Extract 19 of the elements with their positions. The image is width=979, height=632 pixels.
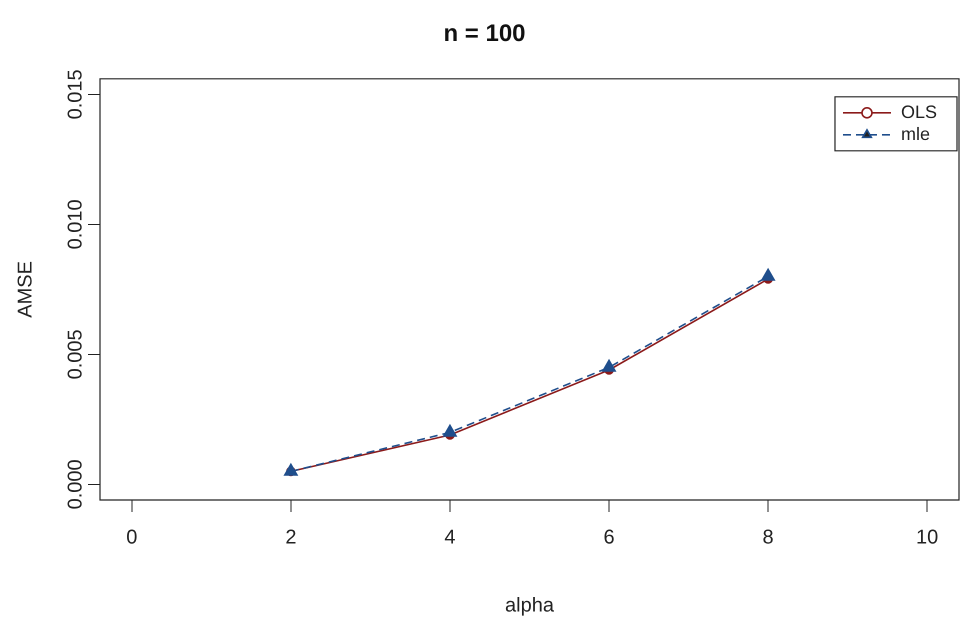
chart-title: n = 100 xyxy=(443,20,526,48)
x-tick-label: 4 xyxy=(444,526,456,549)
y-tick-label: 0.010 xyxy=(64,199,87,250)
x-tick-label: 0 xyxy=(126,526,138,549)
y-tick-label: 0.015 xyxy=(64,69,87,120)
point xyxy=(443,424,457,437)
legend-label: mle xyxy=(900,124,930,144)
y-tick-label: 0.005 xyxy=(64,329,87,380)
point xyxy=(761,268,775,281)
x-tick-label: 6 xyxy=(603,526,615,549)
x-tick-label: 10 xyxy=(916,526,938,549)
x-axis-title: alpha xyxy=(505,594,555,617)
y-tick-label: 0.000 xyxy=(64,459,87,510)
x-tick-label: 8 xyxy=(762,526,774,549)
y-axis-title: AMSE xyxy=(14,261,37,318)
x-tick-label: 2 xyxy=(285,526,296,549)
point xyxy=(602,360,616,372)
point xyxy=(284,464,298,476)
legend-label: OLS xyxy=(900,102,938,122)
